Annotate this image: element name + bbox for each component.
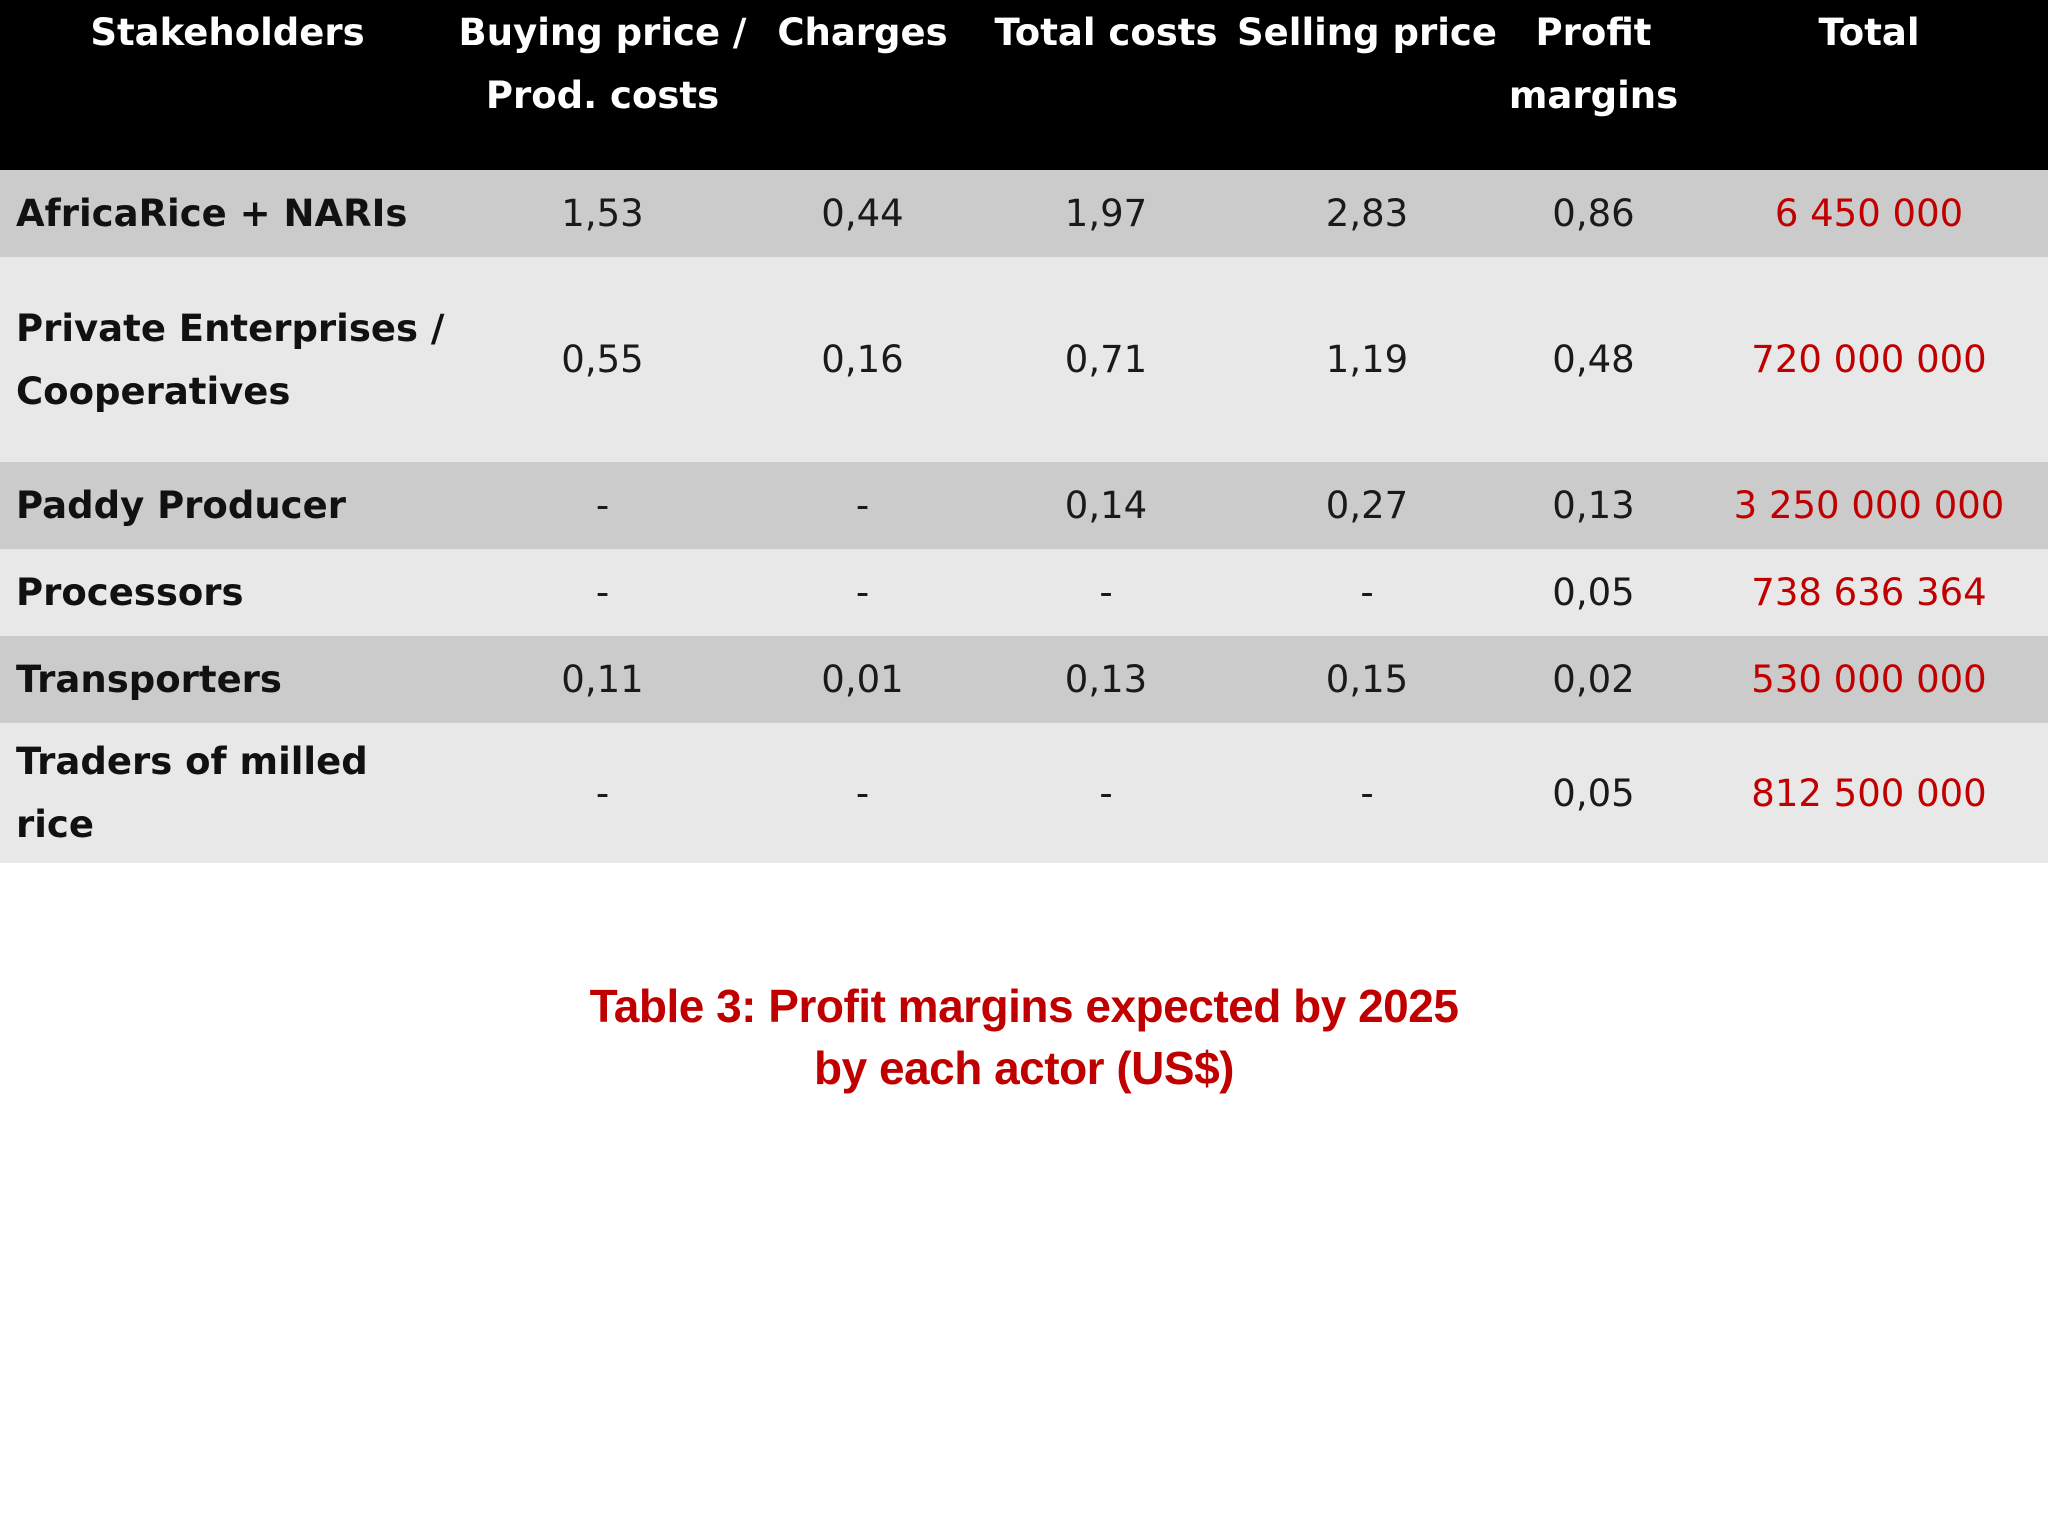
charges-cell: - xyxy=(855,484,870,527)
header-charges-line: Charges xyxy=(777,11,948,54)
charges-cell: - xyxy=(855,771,870,815)
buying-price-cell: 0,55 xyxy=(561,338,644,381)
charges-cell: 0,44 xyxy=(821,192,904,235)
stakeholder-cell: Paddy Producer xyxy=(0,462,455,549)
selling-price-cell: 1,19 xyxy=(1325,338,1409,381)
total-cell: 6 450 000 xyxy=(1774,192,1964,235)
table-body: AfricaRice + NARIs 1,53 0,44 1,97 2,83 0… xyxy=(0,170,2048,863)
total-costs-cell: - xyxy=(1099,771,1113,815)
selling-price-cell: - xyxy=(1360,771,1374,815)
stakeholder-cell: Private Enterprises / Cooperatives xyxy=(0,257,455,462)
total-costs-cell: 0,13 xyxy=(1064,658,1148,701)
header-buying-price-line-2: Prod. costs xyxy=(485,74,720,117)
selling-price-cell: 0,27 xyxy=(1325,484,1409,527)
profit-margins-cell: 0,05 xyxy=(1552,771,1635,815)
total-cell: 720 000 000 xyxy=(1751,338,1987,381)
buying-price-cell: - xyxy=(595,484,610,527)
charges-cell: 0,16 xyxy=(821,338,904,381)
header-total-line: Total xyxy=(1818,11,1920,54)
buying-price-cell: 0,11 xyxy=(561,658,644,701)
header-row: Stakeholders Buying price / Prod. costs … xyxy=(0,0,2048,170)
header-total: Total xyxy=(1690,0,2048,170)
stakeholder-cell: Processors xyxy=(0,549,455,636)
header-profit-margins-line-2: margins xyxy=(1508,74,1679,117)
table-header: Stakeholders Buying price / Prod. costs … xyxy=(0,0,2048,170)
selling-price-cell: - xyxy=(1360,571,1374,614)
table-caption-line-1: Table 3: Profit margins expected by 2025 xyxy=(589,980,1459,1032)
stakeholder-cell: AfricaRice + NARIs xyxy=(0,170,455,257)
profit-margins-table: Stakeholders Buying price / Prod. costs … xyxy=(0,0,2048,863)
total-costs-cell: 0,14 xyxy=(1064,484,1148,527)
stakeholder-name: Transporters xyxy=(16,658,282,701)
header-selling-price-line: Selling price xyxy=(1237,11,1497,54)
header-charges: Charges xyxy=(750,0,975,170)
selling-price-cell: 2,83 xyxy=(1325,192,1409,235)
profit-margins-cell: 0,48 xyxy=(1552,338,1635,381)
table-row: Traders of milled rice - - - - 0,05 812 … xyxy=(0,723,2048,863)
stakeholder-name-line-1: Private Enterprises / xyxy=(16,306,445,350)
total-cell: 812 500 000 xyxy=(1751,771,1987,815)
header-profit-margins-line-1: Profit xyxy=(1535,11,1652,54)
header-buying-price: Buying price / Prod. costs xyxy=(455,0,750,170)
table-caption-line-2: by each actor (US$) xyxy=(814,1042,1234,1094)
table-row: Private Enterprises / Cooperatives 0,55 … xyxy=(0,257,2048,462)
buying-price-cell: - xyxy=(595,771,610,815)
header-buying-price-line-1: Buying price / xyxy=(458,11,747,54)
stakeholder-name-line-2: Cooperatives xyxy=(16,369,291,413)
table-row: Processors - - - - 0,05 738 636 364 xyxy=(0,549,2048,636)
total-costs-cell: 1,97 xyxy=(1064,192,1148,235)
header-total-costs: Total costs xyxy=(975,0,1237,170)
stakeholder-cell: Traders of milled rice xyxy=(0,723,455,863)
header-total-costs-line: Total costs xyxy=(994,11,1218,54)
header-stakeholders: Stakeholders xyxy=(0,0,455,170)
total-cell: 3 250 000 000 xyxy=(1733,484,2005,527)
total-cell: 738 636 364 xyxy=(1751,571,1987,614)
header-selling-price: Selling price xyxy=(1237,0,1497,170)
profit-margins-cell: 0,86 xyxy=(1552,192,1635,235)
header-profit-margins: Profit margins xyxy=(1497,0,1690,170)
header-stakeholders-line: Stakeholders xyxy=(90,11,365,54)
stakeholder-name: Processors xyxy=(16,571,244,614)
stakeholder-name: Traders of milled rice xyxy=(16,740,368,846)
table-row: AfricaRice + NARIs 1,53 0,44 1,97 2,83 0… xyxy=(0,170,2048,257)
buying-price-cell: 1,53 xyxy=(561,192,644,235)
total-costs-cell: - xyxy=(1099,571,1113,614)
stakeholder-name: AfricaRice + NARIs xyxy=(16,192,408,235)
total-costs-cell: 0,71 xyxy=(1064,338,1148,381)
table-caption: Table 3: Profit margins expected by 2025… xyxy=(0,975,2048,1099)
charges-cell: 0,01 xyxy=(821,658,904,701)
buying-price-cell: - xyxy=(595,571,610,614)
profit-margins-cell: 0,13 xyxy=(1552,484,1635,527)
table-row: Paddy Producer - - 0,14 0,27 0,13 3 250 … xyxy=(0,462,2048,549)
table-row: Transporters 0,11 0,01 0,13 0,15 0,02 53… xyxy=(0,636,2048,723)
profit-margins-cell: 0,05 xyxy=(1552,571,1635,614)
stakeholder-cell: Transporters xyxy=(0,636,455,723)
profit-margins-cell: 0,02 xyxy=(1552,658,1635,701)
charges-cell: - xyxy=(855,571,870,614)
selling-price-cell: 0,15 xyxy=(1325,658,1409,701)
stakeholder-name: Paddy Producer xyxy=(16,484,346,527)
total-cell: 530 000 000 xyxy=(1751,658,1987,701)
